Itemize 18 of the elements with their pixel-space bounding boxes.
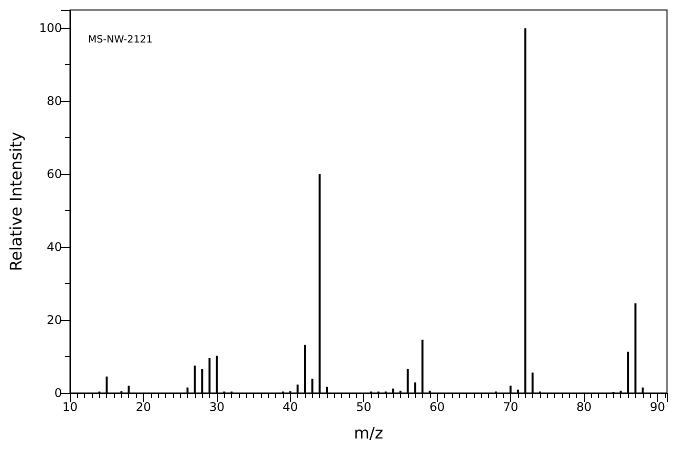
y-axis-title: Relative Intensity: [6, 132, 26, 272]
annotation: MS-NW-2121: [88, 34, 153, 46]
y-tick-label: 80: [46, 94, 62, 108]
y-tick-label: 20: [46, 313, 62, 328]
y-tick-label: 40: [46, 240, 62, 254]
x-tick-label: 20: [136, 400, 152, 414]
x-tick-label: 60: [430, 400, 445, 414]
x-axis-title: m/z: [354, 424, 384, 442]
x-tick-label: 30: [209, 400, 225, 414]
y-tick-label: 100: [39, 21, 62, 36]
x-tick-label: 70: [502, 400, 518, 414]
y-tick-label: 0: [54, 386, 62, 400]
x-tick-label: 50: [356, 400, 372, 414]
x-tick-label: 10: [62, 400, 78, 414]
x-tick-label: 80: [576, 400, 592, 414]
x-tick-label: 40: [282, 400, 298, 414]
x-tick-label: 90: [650, 400, 666, 414]
y-tick-label: 60: [46, 167, 62, 182]
